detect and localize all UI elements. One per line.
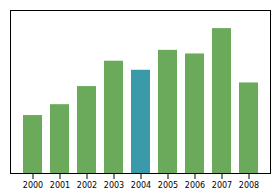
svg-text:2006: 2006 xyxy=(185,181,205,190)
svg-text:2005: 2005 xyxy=(158,181,178,190)
svg-text:2004: 2004 xyxy=(131,181,151,190)
svg-text:2002: 2002 xyxy=(77,181,97,190)
svg-text:2001: 2001 xyxy=(50,181,70,190)
svg-text:2003: 2003 xyxy=(104,181,124,190)
svg-text:2007: 2007 xyxy=(212,181,232,190)
svg-text:2008: 2008 xyxy=(239,181,259,190)
svg-text:2000: 2000 xyxy=(23,181,43,190)
